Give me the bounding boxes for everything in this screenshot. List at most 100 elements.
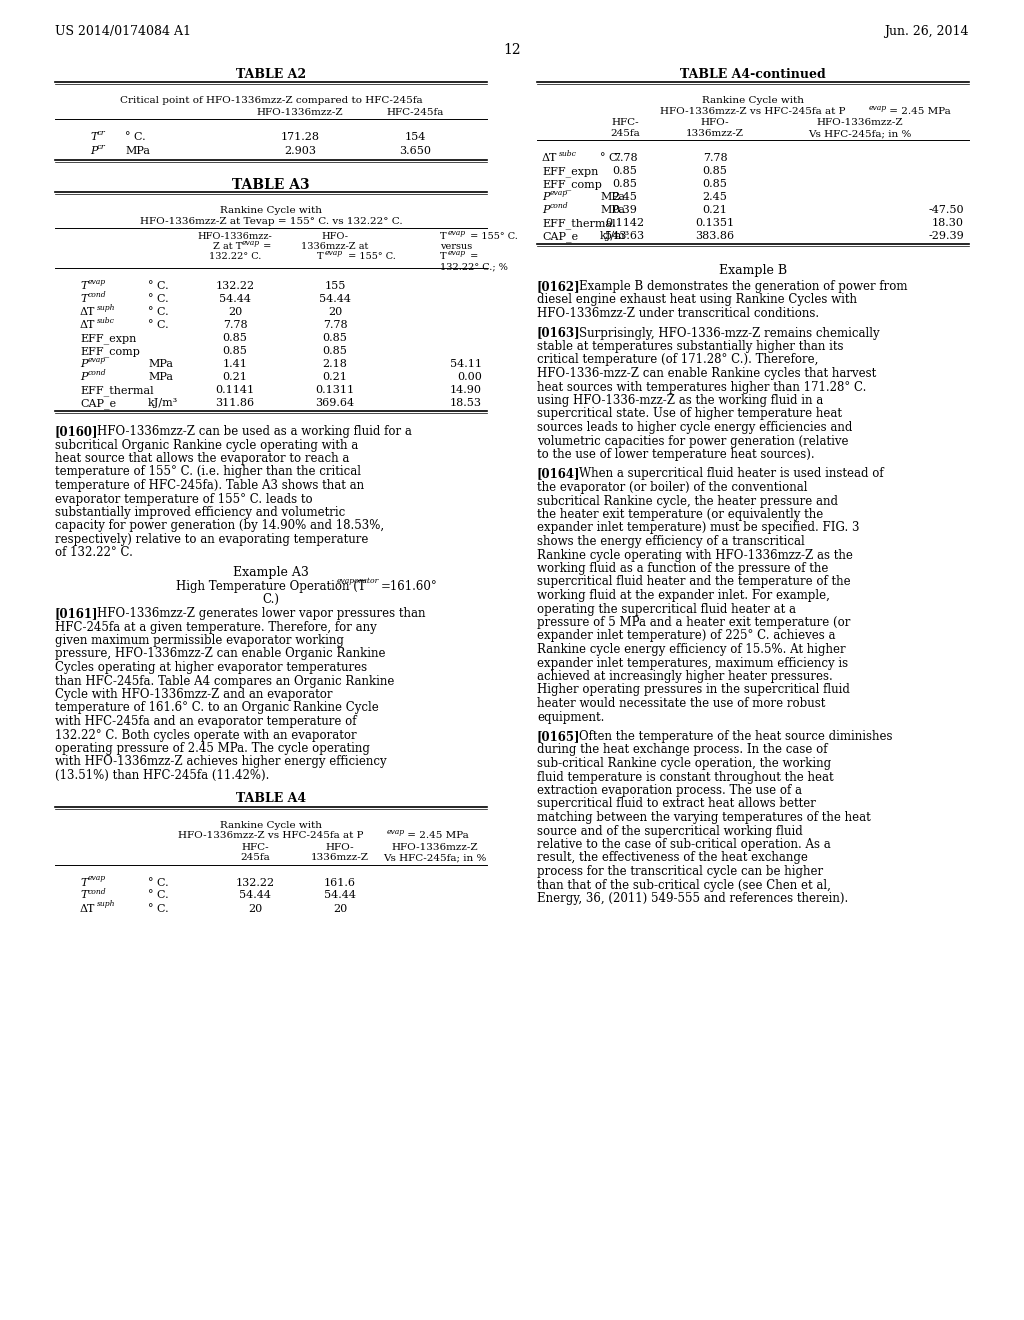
Text: ΔT: ΔT (80, 903, 95, 913)
Text: result, the effectiveness of the heat exchange: result, the effectiveness of the heat ex… (537, 851, 808, 865)
Text: than that of the sub-critical cycle (see Chen et al,: than that of the sub-critical cycle (see… (537, 879, 830, 891)
Text: subc: subc (559, 150, 577, 158)
Text: ΔT: ΔT (542, 153, 557, 162)
Text: Example B demonstrates the generation of power from: Example B demonstrates the generation of… (579, 280, 907, 293)
Text: MPa: MPa (600, 191, 625, 202)
Text: ° C.: ° C. (148, 891, 169, 900)
Text: =: = (260, 242, 271, 251)
Text: 20: 20 (248, 903, 262, 913)
Text: EFF_comp: EFF_comp (542, 180, 602, 190)
Text: 132.22° C.: 132.22° C. (209, 252, 261, 261)
Text: HFO-1336mzz-Z at Tevap = 155° C. vs 132.22° C.: HFO-1336mzz-Z at Tevap = 155° C. vs 132.… (139, 216, 402, 226)
Text: evap: evap (449, 228, 466, 238)
Text: HFO-1336mzz-Z generates lower vapor pressures than: HFO-1336mzz-Z generates lower vapor pres… (97, 607, 426, 620)
Text: using HFO-1336-mzz-Z as the working fluid in a: using HFO-1336-mzz-Z as the working flui… (537, 393, 823, 407)
Text: diesel engine exhaust heat using Rankine Cycles with: diesel engine exhaust heat using Rankine… (537, 293, 857, 306)
Text: cond: cond (88, 370, 106, 378)
Text: TABLE A4-continued: TABLE A4-continued (680, 69, 826, 81)
Text: evap: evap (868, 104, 887, 112)
Text: Often the temperature of the heat source diminishes: Often the temperature of the heat source… (579, 730, 893, 743)
Text: 0.85: 0.85 (222, 346, 248, 356)
Text: 132.22: 132.22 (215, 281, 255, 290)
Text: evaporator: evaporator (337, 577, 380, 585)
Text: Surprisingly, HFO-1336-mzz-Z remains chemically: Surprisingly, HFO-1336-mzz-Z remains che… (579, 326, 880, 339)
Text: operating the supercritical fluid heater at a: operating the supercritical fluid heater… (537, 602, 796, 615)
Text: US 2014/0174084 A1: US 2014/0174084 A1 (55, 25, 191, 38)
Text: expander inlet temperatures, maximum efficiency is: expander inlet temperatures, maximum eff… (537, 656, 848, 669)
Text: evap: evap (449, 249, 466, 257)
Text: 245fa: 245fa (610, 129, 640, 139)
Text: 0.85: 0.85 (702, 166, 727, 176)
Text: temperature of HFC-245fa). Table A3 shows that an: temperature of HFC-245fa). Table A3 show… (55, 479, 365, 492)
Text: working fluid at the expander inlet. For example,: working fluid at the expander inlet. For… (537, 589, 829, 602)
Text: P: P (80, 359, 87, 370)
Text: Rankine Cycle with: Rankine Cycle with (702, 96, 804, 106)
Text: 7.78: 7.78 (702, 153, 727, 162)
Text: = 2.45 MPa: = 2.45 MPa (404, 832, 469, 841)
Text: 311.86: 311.86 (215, 399, 255, 408)
Text: T: T (440, 232, 446, 242)
Text: [0165]: [0165] (537, 730, 581, 743)
Text: evap: evap (88, 356, 106, 364)
Text: HFO-1336mzz-Z vs HFC-245fa at P: HFO-1336mzz-Z vs HFC-245fa at P (178, 832, 364, 841)
Text: T: T (80, 878, 87, 887)
Text: ° C.: ° C. (148, 878, 169, 887)
Text: 54.44: 54.44 (319, 294, 351, 304)
Text: 0.21: 0.21 (222, 372, 248, 381)
Text: heat source that allows the evaporator to reach a: heat source that allows the evaporator t… (55, 451, 349, 465)
Text: to the use of lower temperature heat sources).: to the use of lower temperature heat sou… (537, 447, 815, 461)
Text: HFC-: HFC- (611, 117, 639, 127)
Text: heater would necessitate the use of more robust: heater would necessitate the use of more… (537, 697, 825, 710)
Text: shows the energy efficiency of a transcritical: shows the energy efficiency of a transcr… (537, 535, 805, 548)
Text: 0.21: 0.21 (323, 372, 347, 381)
Text: 0.85: 0.85 (323, 346, 347, 356)
Text: 2.45: 2.45 (702, 191, 727, 202)
Text: -29.39: -29.39 (928, 231, 964, 242)
Text: Vs HFC-245fa; in %: Vs HFC-245fa; in % (383, 854, 486, 862)
Text: 54.11: 54.11 (450, 359, 482, 370)
Text: evaporator temperature of 155° C. leads to: evaporator temperature of 155° C. leads … (55, 492, 312, 506)
Text: EFF_expn: EFF_expn (80, 333, 136, 343)
Text: MPa: MPa (125, 147, 150, 156)
Text: extraction evaporation process. The use of a: extraction evaporation process. The use … (537, 784, 802, 797)
Text: Jun. 26, 2014: Jun. 26, 2014 (885, 25, 969, 38)
Text: 0.1142: 0.1142 (605, 218, 644, 228)
Text: process for the transcritical cycle can be higher: process for the transcritical cycle can … (537, 865, 823, 878)
Text: [0160]: [0160] (55, 425, 98, 438)
Text: [0163]: [0163] (537, 326, 581, 339)
Text: 7.78: 7.78 (612, 153, 637, 162)
Text: cond: cond (88, 887, 106, 895)
Text: TABLE A4: TABLE A4 (236, 792, 306, 805)
Text: CAP_e: CAP_e (80, 399, 116, 409)
Text: supercritical fluid heater and the temperature of the: supercritical fluid heater and the tempe… (537, 576, 851, 589)
Text: = 155° C.: = 155° C. (345, 252, 396, 261)
Text: 1336mzz-Z: 1336mzz-Z (686, 129, 744, 139)
Text: source and of the supercritical working fluid: source and of the supercritical working … (537, 825, 803, 837)
Text: 54.44: 54.44 (324, 891, 356, 900)
Text: Rankine cycle energy efficiency of 15.5%. At higher: Rankine cycle energy efficiency of 15.5%… (537, 643, 846, 656)
Text: HFO-1336mzz-Z: HFO-1336mzz-Z (392, 842, 478, 851)
Text: 0.1141: 0.1141 (215, 385, 255, 395)
Text: =161.60°: =161.60° (381, 579, 438, 593)
Text: P: P (542, 191, 550, 202)
Text: supercritical state. Use of higher temperature heat: supercritical state. Use of higher tempe… (537, 408, 842, 421)
Text: versus: versus (440, 242, 472, 251)
Text: capacity for power generation (by 14.90% and 18.53%,: capacity for power generation (by 14.90%… (55, 520, 384, 532)
Text: 20: 20 (228, 308, 242, 317)
Text: 3.650: 3.650 (399, 147, 431, 156)
Text: [0164]: [0164] (537, 467, 581, 480)
Text: equipment.: equipment. (537, 710, 604, 723)
Text: evap: evap (88, 279, 106, 286)
Text: 7.78: 7.78 (222, 319, 248, 330)
Text: HFO-1336mzz-Z under transcritical conditions.: HFO-1336mzz-Z under transcritical condit… (537, 308, 819, 319)
Text: 54.44: 54.44 (219, 294, 251, 304)
Text: ° C.: ° C. (125, 132, 145, 143)
Text: subc: subc (97, 317, 115, 325)
Text: than HFC-245fa. Table A4 compares an Organic Rankine: than HFC-245fa. Table A4 compares an Org… (55, 675, 394, 688)
Text: working fluid as a function of the pressure of the: working fluid as a function of the press… (537, 562, 828, 576)
Text: 383.86: 383.86 (695, 231, 734, 242)
Text: substantially improved efficiency and volumetric: substantially improved efficiency and vo… (55, 506, 345, 519)
Text: evap: evap (325, 249, 343, 257)
Text: 132.22° C.; %: 132.22° C.; % (440, 261, 508, 271)
Text: 543.63: 543.63 (605, 231, 644, 242)
